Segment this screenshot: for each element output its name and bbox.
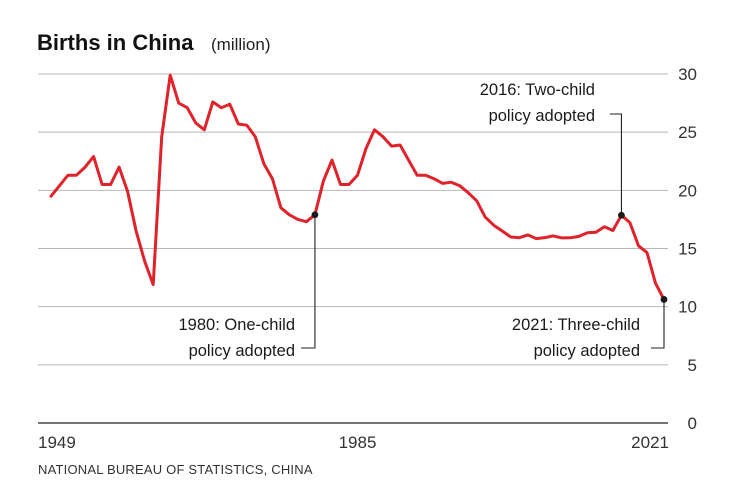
annotation-leaders <box>301 113 665 349</box>
annotation-label-2016: policy adopted <box>489 107 595 125</box>
annotation-leader-2021 <box>651 299 665 349</box>
annotation-label-1980: 1980: One-child <box>179 316 296 334</box>
annotation-leader-2016 <box>610 113 622 216</box>
y-tick-label: 5 <box>688 356 697 375</box>
annotation-label-2021: policy adopted <box>534 342 640 360</box>
births-series-line <box>49 73 666 301</box>
y-tick-label: 20 <box>678 181 697 200</box>
y-tick-label: 30 <box>678 65 697 84</box>
annotation-label-2021: 2021: Three-child <box>512 316 640 334</box>
annotation-leader-1980 <box>301 214 316 349</box>
x-tick-label: 1949 <box>38 433 76 452</box>
chart-unit: (million) <box>211 35 271 54</box>
y-tick-labels: 0 5 10 15 20 25 30 <box>678 65 697 433</box>
gridlines <box>38 73 668 424</box>
annotation-labels: 1980: One-child policy adopted 2016: Two-c… <box>179 81 641 360</box>
series-layer <box>49 73 666 301</box>
annotation-label-1980: policy adopted <box>189 342 295 360</box>
x-tick-label: 1985 <box>339 433 377 452</box>
annotation-label-2016: 2016: Two-child <box>480 81 595 99</box>
y-tick-label: 10 <box>678 298 697 317</box>
y-tick-label: 25 <box>678 123 697 142</box>
source-note: NATIONAL BUREAU OF STATISTICS, CHINA <box>38 462 313 477</box>
chart-title: Births in China <box>37 30 194 55</box>
y-tick-label: 15 <box>678 240 697 259</box>
annotation-point-1980 <box>311 211 319 219</box>
annotation-point-2016 <box>618 211 625 219</box>
annotation-markers <box>311 211 668 303</box>
annotation-point-2021 <box>660 296 668 303</box>
y-tick-label: 0 <box>688 414 697 433</box>
x-tick-label: 2021 <box>631 433 669 452</box>
x-tick-labels: 1949 1985 2021 <box>38 433 669 452</box>
